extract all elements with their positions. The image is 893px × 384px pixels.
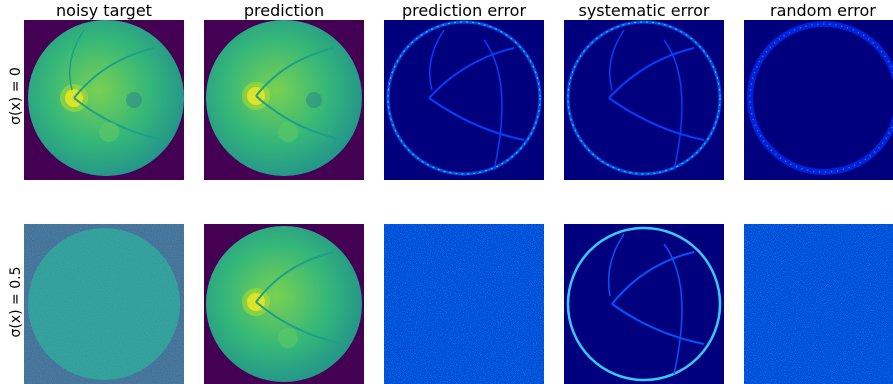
column-title-prediction-error: prediction error: [401, 1, 527, 20]
panel-noisy-target-row1: [24, 20, 184, 180]
panel-random-error-row2: [744, 224, 893, 384]
error-map-systematic-error-row2: [564, 224, 724, 384]
error-map-systematic-error-row1: [564, 20, 724, 180]
error-map-random-error-row2: [744, 224, 893, 384]
noise-image-noisy-target-row2: [24, 224, 184, 384]
error-map-random-error-row1: [744, 20, 893, 180]
column-title-prediction: prediction: [243, 1, 325, 20]
error-map-prediction-error-row1: [384, 20, 544, 180]
column-title-random-error: random error: [770, 1, 876, 20]
row-label-sigma-0-5: σ(x) = 0.5: [8, 266, 24, 338]
panel-systematic-error-row1: [564, 20, 724, 180]
panel-prediction-error-row2: [384, 224, 544, 384]
panel-prediction-row1: [204, 20, 364, 180]
row-label-sigma-0: σ(x) = 0: [8, 67, 24, 125]
retina-image-prediction-row2: [204, 224, 364, 384]
panel-prediction-error-row1: [384, 20, 544, 180]
column-title-systematic-error: systematic error: [578, 1, 710, 20]
panel-prediction-row2: [204, 224, 364, 384]
panel-noisy-target-row2: [24, 224, 184, 384]
error-map-prediction-error-row2: [384, 224, 544, 384]
retina-image-noisy-target-row1: [24, 20, 184, 180]
panel-random-error-row1: [744, 20, 893, 180]
column-title-noisy-target: noisy target: [56, 1, 152, 20]
retina-image-prediction-row1: [204, 20, 364, 180]
panel-systematic-error-row2: [564, 224, 724, 384]
